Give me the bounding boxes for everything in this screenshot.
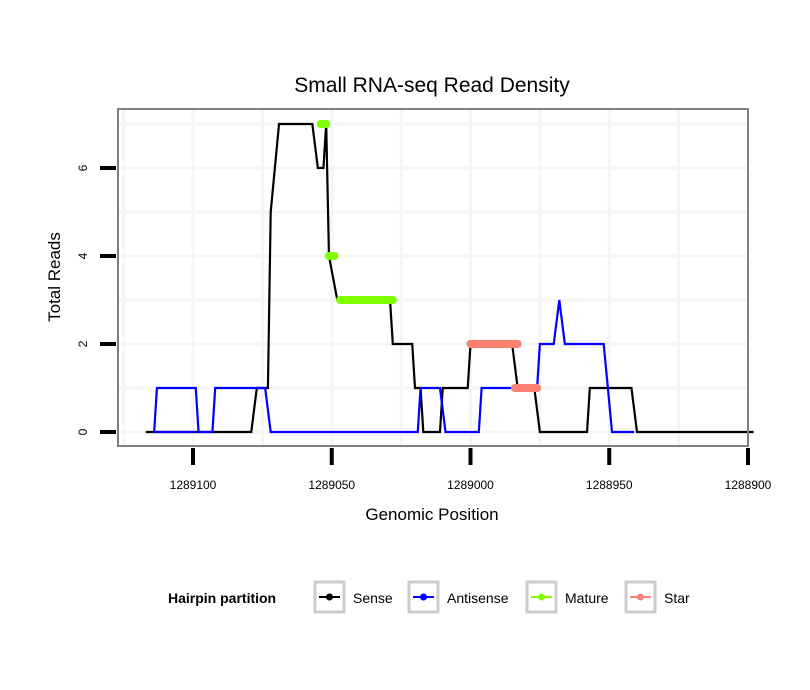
y-tick-label: 0 [76, 428, 90, 435]
chart-title: Small RNA-seq Read Density [294, 74, 570, 97]
plot-panel [117, 108, 754, 447]
legend-label: Sense [353, 590, 393, 606]
series-antisense-line [152, 299, 635, 434]
series-sense-line [145, 122, 754, 434]
legend-key-point [420, 593, 427, 601]
legend-title: Hairpin partition [168, 590, 276, 606]
y-axis: 0 2 4 6 [76, 164, 116, 435]
panel-background [118, 109, 748, 446]
series-layer [145, 120, 754, 434]
x-tick-label: 1289000 [447, 478, 494, 492]
y-axis-title: Total Reads [45, 232, 64, 322]
legend-key-point [637, 593, 644, 601]
x-tick-label: 1288900 [725, 478, 772, 492]
legend-label: Star [664, 590, 690, 606]
x-tick-label: 1289100 [170, 478, 217, 492]
legend-item-star: Star [624, 580, 690, 614]
x-tick-label: 1288950 [586, 478, 633, 492]
legend-item-mature: Mature [525, 580, 609, 614]
x-axis: 1289100 1289050 1289000 1288950 1288900 [170, 448, 772, 492]
legend: Hairpin partition Sense Antisense Mature St… [168, 580, 690, 614]
legend-key-point [538, 593, 545, 601]
legend-label: Antisense [447, 590, 509, 606]
y-tick-label: 2 [76, 340, 90, 347]
y-tick-label: 4 [76, 252, 90, 259]
x-tick-label: 1289050 [308, 478, 355, 492]
x-axis-title: Genomic Position [365, 505, 498, 524]
legend-item-antisense: Antisense [407, 580, 509, 614]
legend-item-sense: Sense [313, 580, 393, 614]
panel-border [117, 108, 749, 447]
y-tick-label: 6 [76, 164, 90, 171]
legend-label: Mature [565, 590, 609, 606]
legend-key-point [326, 593, 333, 601]
